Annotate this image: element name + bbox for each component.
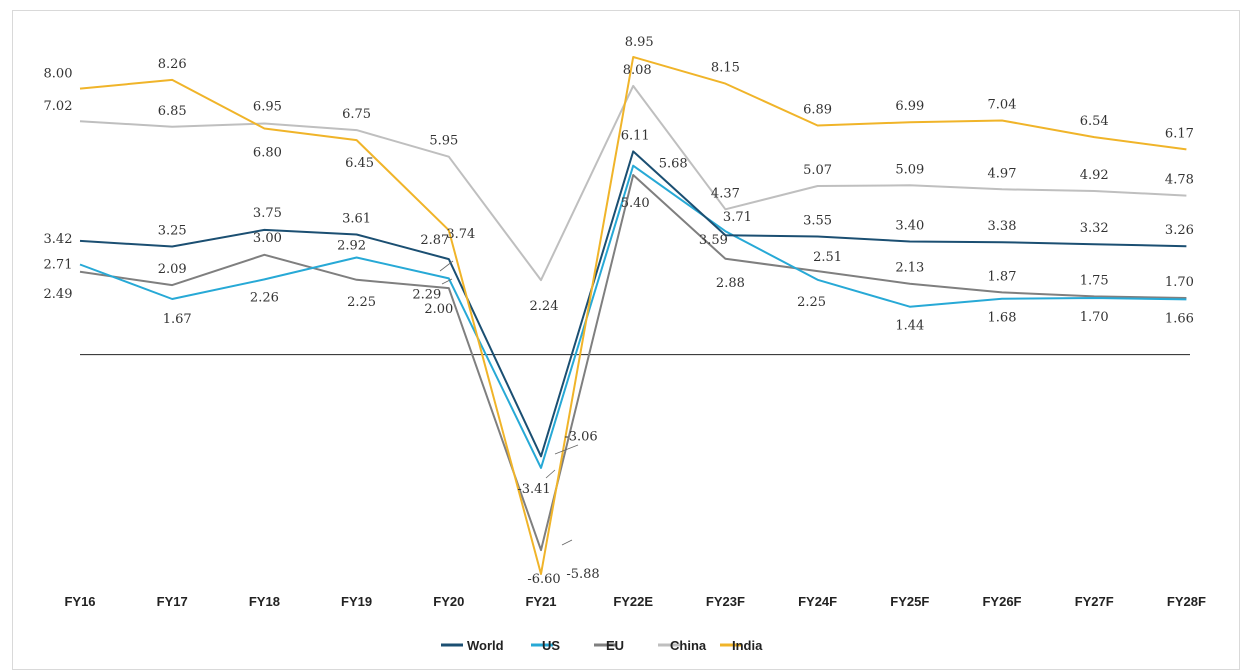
series-line-us <box>79 164 1187 469</box>
data-label-china-fy16: 7.02 <box>44 99 73 114</box>
data-label-world-fy25f: 3.40 <box>895 219 924 234</box>
data-label-india-fy27f: 6.54 <box>1080 114 1109 129</box>
data-label-us-fy25f: 1.44 <box>895 319 924 334</box>
data-label-india-fy25f: 6.99 <box>895 99 924 114</box>
data-label-eu-fy27f: 1.75 <box>1080 273 1109 288</box>
series-line-india <box>79 56 1187 575</box>
data-label-china-fy18: 6.95 <box>253 100 282 115</box>
data-label-eu-fy23f: 2.88 <box>716 276 745 291</box>
data-label-china-fy27f: 4.92 <box>1080 168 1109 183</box>
data-label-india-fy20: 3.74 <box>446 227 475 242</box>
data-label-china-fy25f: 5.09 <box>895 162 924 177</box>
data-label-world-fy28f: 3.26 <box>1165 223 1194 238</box>
x-tick-fy23f: FY23F <box>706 594 745 609</box>
x-tick-fy24f: FY24F <box>798 594 837 609</box>
data-label-india-fy28f: 6.17 <box>1165 126 1194 141</box>
x-tick-fy18: FY18 <box>249 594 280 609</box>
leader-eu-fy21 <box>561 539 573 546</box>
data-label-us-fy18: 2.26 <box>250 290 279 305</box>
data-label-us-fy19: 2.92 <box>337 239 366 254</box>
data-label-world-fy26f: 3.38 <box>988 219 1017 234</box>
x-tick-fy28f: FY28F <box>1167 594 1206 609</box>
leader-world-fy20 <box>439 260 454 272</box>
data-label-us-fy16: 2.71 <box>44 258 73 273</box>
x-tick-fy27f: FY27F <box>1075 594 1114 609</box>
data-label-eu-fy19: 2.25 <box>347 295 376 310</box>
data-label-india-fy16: 8.00 <box>44 67 73 82</box>
x-tick-fy25f: FY25F <box>890 594 929 609</box>
data-label-india-fy26f: 7.04 <box>988 98 1017 113</box>
data-label-india-fy17: 8.26 <box>158 57 187 72</box>
data-label-us-fy17: 1.67 <box>163 312 192 327</box>
data-label-china-fy22e: 8.08 <box>623 63 652 78</box>
data-label-china-fy17: 6.85 <box>158 104 187 119</box>
data-label-china-fy24f: 5.07 <box>803 163 832 178</box>
data-label-eu-fy16: 2.49 <box>44 287 73 302</box>
chart-frame <box>12 10 1240 670</box>
data-label-eu-fy26f: 1.87 <box>988 269 1017 284</box>
data-label-us-fy21: -3.41 <box>517 482 550 497</box>
data-label-us-fy26f: 1.68 <box>988 311 1017 326</box>
legend-label-china: China <box>670 638 707 653</box>
data-label-china-fy26f: 4.97 <box>988 166 1017 181</box>
x-tick-fy16: FY16 <box>64 594 95 609</box>
data-label-india-fy22e: 8.95 <box>625 35 654 50</box>
data-label-us-fy28f: 1.66 <box>1165 311 1194 326</box>
series-line-eu <box>79 174 1187 552</box>
data-label-china-fy23f: 4.37 <box>711 186 740 201</box>
data-label-eu-fy20: 2.00 <box>424 302 453 317</box>
data-label-eu-fy21: -5.88 <box>566 567 599 582</box>
data-label-india-fy19: 6.45 <box>345 156 374 171</box>
legend-label-us: US <box>542 638 560 653</box>
data-label-eu-fy25f: 2.13 <box>895 261 924 276</box>
data-label-china-fy21: 2.24 <box>530 299 559 314</box>
data-label-world-fy16: 3.42 <box>44 232 73 247</box>
data-label-world-fy18: 3.75 <box>253 206 282 221</box>
data-label-eu-fy18: 3.00 <box>253 231 282 246</box>
x-tick-fy19: FY19 <box>341 594 372 609</box>
leader-us-fy21 <box>545 469 556 479</box>
data-label-world-fy17: 3.25 <box>158 224 187 239</box>
data-label-eu-fy28f: 1.70 <box>1165 275 1194 290</box>
data-label-world-fy20: 2.87 <box>420 233 449 248</box>
data-label-us-fy27f: 1.70 <box>1080 310 1109 325</box>
data-label-world-fy21: -3.06 <box>564 429 597 444</box>
data-label-eu-fy17: 2.09 <box>158 262 187 277</box>
x-tick-fy22e: FY22E <box>613 594 653 609</box>
data-label-us-fy24f: 2.25 <box>797 295 826 310</box>
series-line-world <box>79 150 1187 458</box>
data-label-china-fy19: 6.75 <box>342 107 371 122</box>
data-label-china-fy28f: 4.78 <box>1165 173 1194 188</box>
leader-eu-fy20 <box>441 278 453 285</box>
leader-world-fy21 <box>554 444 579 455</box>
series-line-china <box>79 84 1187 282</box>
data-label-us-fy20: 2.29 <box>412 287 441 302</box>
data-label-us-fy23f: 3.71 <box>723 210 752 225</box>
data-label-world-fy23f: 3.59 <box>699 233 728 248</box>
data-label-india-fy23f: 8.15 <box>711 61 740 76</box>
legend-label-eu: EU <box>606 638 624 653</box>
legend-label-world: World <box>467 638 504 653</box>
data-label-eu-fy22e: 5.40 <box>621 196 650 211</box>
data-label-us-fy22e: 5.68 <box>659 157 688 172</box>
x-tick-fy17: FY17 <box>157 594 188 609</box>
data-label-india-fy18: 6.80 <box>253 146 282 161</box>
data-label-world-fy22e: 6.11 <box>621 128 650 143</box>
data-label-world-fy24f: 3.55 <box>803 214 832 229</box>
data-label-india-fy24f: 6.89 <box>803 103 832 118</box>
x-tick-fy26f: FY26F <box>982 594 1021 609</box>
legend-label-india: India <box>732 638 763 653</box>
data-label-eu-fy24f: 2.51 <box>813 250 842 265</box>
data-label-world-fy27f: 3.32 <box>1080 221 1109 236</box>
x-tick-fy21: FY21 <box>525 594 556 609</box>
data-label-world-fy19: 3.61 <box>342 212 371 227</box>
data-label-china-fy20: 5.95 <box>429 134 458 149</box>
x-tick-fy20: FY20 <box>433 594 464 609</box>
data-label-india-fy21: -6.60 <box>527 572 560 587</box>
